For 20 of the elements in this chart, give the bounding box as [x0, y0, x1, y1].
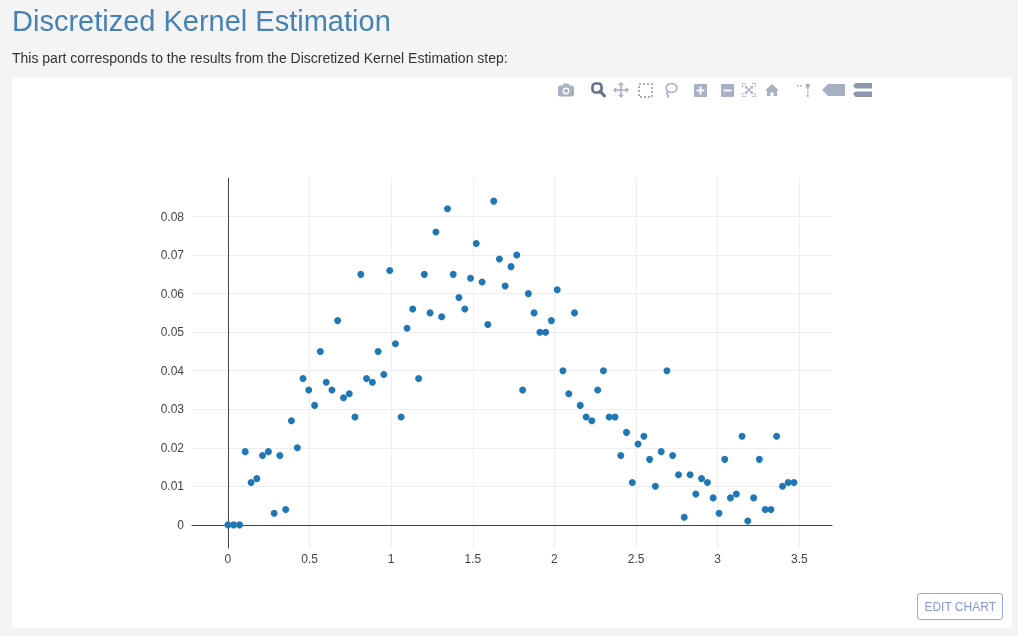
x-tick-label: 3: [714, 552, 722, 566]
x-tick-label: 2.5: [627, 552, 645, 566]
x-tick-label: 1.5: [464, 552, 482, 566]
y-tick-label: 0.04: [160, 363, 185, 378]
y-tick-label: 0.05: [160, 325, 185, 340]
chart-title: Discretized Kernel Estimation: [12, 5, 391, 38]
y-tick-label: 0.02: [160, 440, 185, 455]
x-tick-label: 1: [387, 552, 395, 566]
y-tick-label: 0.03: [160, 402, 185, 417]
y-tick-label: 0: [177, 517, 185, 532]
y-tick-label: 0.06: [160, 286, 185, 301]
y-tick-label: 0.08: [160, 209, 185, 224]
x-tick-label: 0.5: [301, 552, 319, 566]
text: EDIT CHART: [917, 593, 1003, 620]
y-tick-label: 0.07: [160, 248, 185, 263]
chart-subtitle: This part corresponds to the results from the Discretized Kernel Estimation step:: [12, 50, 508, 66]
y-tick-label: 0.01: [160, 479, 185, 494]
x-tick-label: 3.5: [791, 552, 809, 566]
x-tick-label: 0: [224, 552, 232, 566]
x-tick-label: 2: [551, 552, 559, 566]
